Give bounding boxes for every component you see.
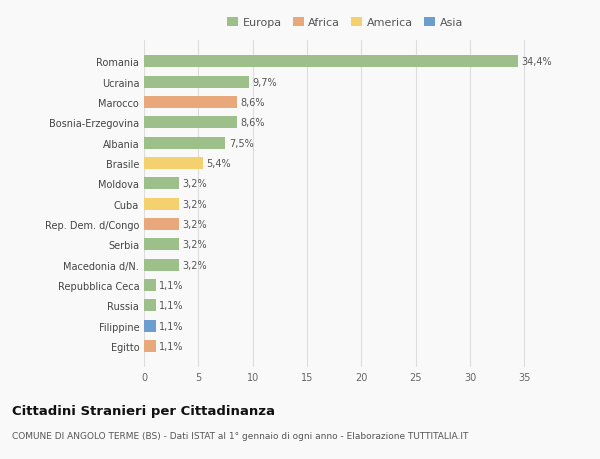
Text: 1,1%: 1,1% bbox=[159, 280, 184, 291]
Text: 1,1%: 1,1% bbox=[159, 301, 184, 311]
Bar bbox=[144, 340, 156, 353]
Text: 8,6%: 8,6% bbox=[241, 118, 265, 128]
Text: 8,6%: 8,6% bbox=[241, 98, 265, 108]
Text: 7,5%: 7,5% bbox=[229, 139, 253, 148]
Bar bbox=[144, 76, 250, 89]
Bar bbox=[144, 218, 179, 230]
Text: 9,7%: 9,7% bbox=[253, 78, 277, 88]
Text: COMUNE DI ANGOLO TERME (BS) - Dati ISTAT al 1° gennaio di ogni anno - Elaborazio: COMUNE DI ANGOLO TERME (BS) - Dati ISTAT… bbox=[12, 431, 469, 441]
Bar bbox=[144, 198, 179, 210]
Text: 3,2%: 3,2% bbox=[182, 260, 206, 270]
Bar bbox=[144, 239, 179, 251]
Text: 3,2%: 3,2% bbox=[182, 199, 206, 209]
Legend: Europa, Africa, America, Asia: Europa, Africa, America, Asia bbox=[223, 13, 467, 33]
Text: 5,4%: 5,4% bbox=[206, 159, 230, 168]
Bar bbox=[144, 300, 156, 312]
Bar bbox=[144, 280, 156, 291]
Text: 3,2%: 3,2% bbox=[182, 219, 206, 230]
Text: 3,2%: 3,2% bbox=[182, 179, 206, 189]
Text: 34,4%: 34,4% bbox=[521, 57, 551, 67]
Bar bbox=[144, 137, 226, 150]
Bar bbox=[144, 117, 238, 129]
Text: 1,1%: 1,1% bbox=[159, 341, 184, 351]
Text: Cittadini Stranieri per Cittadinanza: Cittadini Stranieri per Cittadinanza bbox=[12, 404, 275, 417]
Text: 1,1%: 1,1% bbox=[159, 321, 184, 331]
Bar bbox=[144, 259, 179, 271]
Bar bbox=[144, 157, 203, 170]
Bar bbox=[144, 56, 518, 68]
Text: 3,2%: 3,2% bbox=[182, 240, 206, 250]
Bar bbox=[144, 320, 156, 332]
Bar bbox=[144, 178, 179, 190]
Bar bbox=[144, 97, 238, 109]
